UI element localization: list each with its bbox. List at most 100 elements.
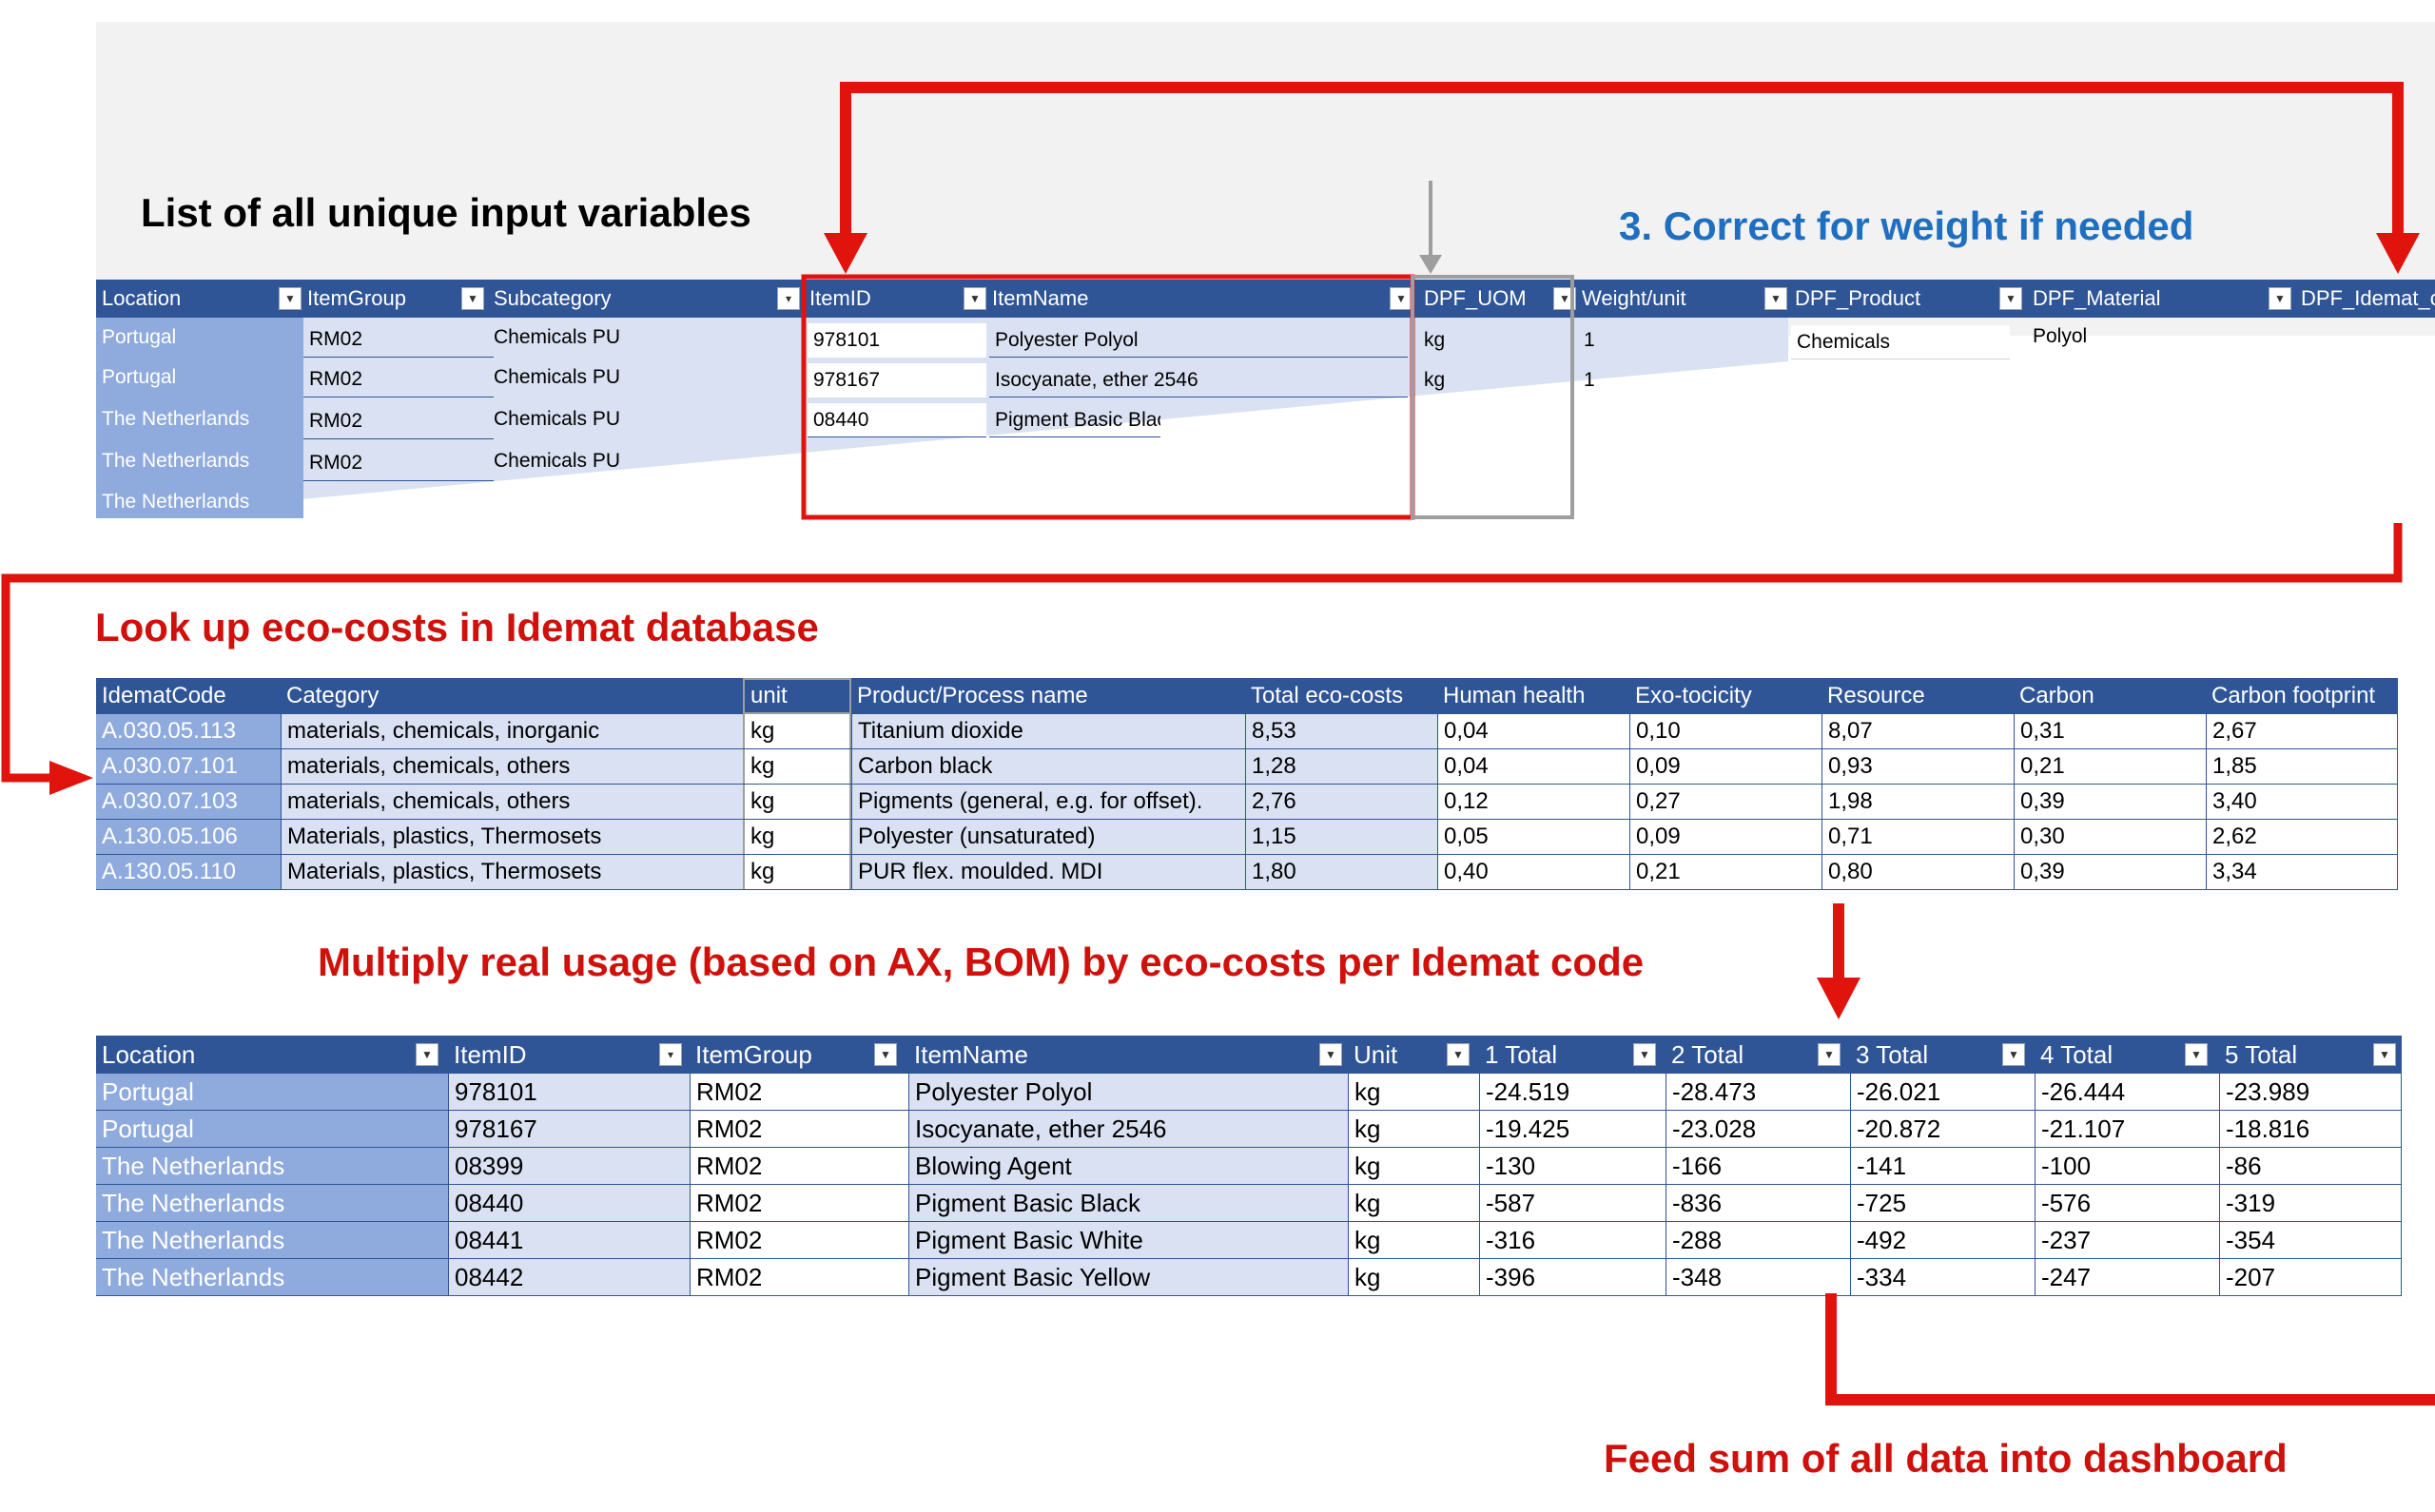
table-cell: -396	[1479, 1259, 1666, 1295]
table-cell: -23.989	[2219, 1074, 2402, 1110]
table-cell: Polyester Polyol	[908, 1074, 1348, 1110]
col-total-1: 1 Total	[1485, 1039, 1558, 1069]
input-table-body: Portugal RM02 Chemicals PU 978101 Polyes…	[96, 318, 2087, 527]
table-cell: The Netherlands	[96, 1222, 448, 1258]
table-cell: 3,34	[2206, 855, 2398, 889]
table-cell: -576	[2035, 1185, 2219, 1221]
filter-dropdown-icon[interactable]: ▼	[2373, 1043, 2396, 1066]
table-cell: 0,27	[1629, 785, 1821, 819]
table-cell: -18.816	[2219, 1111, 2402, 1147]
table-cell: 0,30	[2014, 820, 2206, 854]
col-total-eco: Total eco-costs	[1251, 683, 1404, 708]
step3-heading: 3. Correct for weight if needed	[1619, 204, 2194, 248]
table-cell: kg	[743, 785, 851, 819]
table-cell: 0,93	[1821, 749, 2014, 784]
filter-dropdown-icon[interactable]: ▼	[1447, 1043, 1470, 1066]
table-cell: 1	[1584, 329, 1595, 351]
filter-dropdown-icon[interactable]: ▼	[874, 1043, 897, 1066]
table-cell: -207	[2219, 1259, 2402, 1295]
filter-dropdown-icon[interactable]: ▼	[964, 287, 986, 310]
table-cell: -354	[2219, 1222, 2402, 1258]
filter-dropdown-icon[interactable]: ▼	[279, 287, 302, 310]
col-category: Category	[286, 683, 380, 708]
table-cell: 8,53	[1245, 714, 1437, 748]
filter-active-icon[interactable]: ▾	[659, 1043, 682, 1066]
arrow-head-lookup	[49, 761, 93, 795]
col-weight: Weight/unit	[1582, 286, 1686, 310]
table-cell: A.030.07.103	[96, 785, 281, 819]
filter-dropdown-icon[interactable]: ▼	[2185, 1043, 2208, 1066]
table-cell: 08442	[448, 1259, 690, 1295]
table-cell: 1,15	[1245, 820, 1437, 854]
filter-dropdown-icon[interactable]: ▼	[1999, 287, 2022, 310]
table-cell: 2,76	[1245, 785, 1437, 819]
filter-dropdown-icon[interactable]: ▼	[2002, 1043, 2025, 1066]
table-row: Portugal 978101 RM02 Polyester Polyol kg -24.…	[96, 1074, 2402, 1111]
col-itemgroup: ItemGroup	[307, 286, 406, 310]
filter-dropdown-icon[interactable]: ▼	[1319, 1043, 1342, 1066]
table-cell: A.130.05.106	[96, 820, 281, 854]
col-itemname: ItemName	[914, 1039, 1028, 1069]
table-cell: Pigment Basic Black	[908, 1185, 1348, 1221]
table-cell: RM02	[303, 403, 494, 439]
table-row: A.030.07.101 materials, chemicals, others…	[96, 749, 2398, 785]
table-row: The Netherlands 08440 RM02 Pigment Basic Bl…	[96, 1185, 2402, 1222]
table-cell: -26.444	[2035, 1074, 2219, 1110]
filter-dropdown-icon[interactable]: ▼	[416, 1043, 438, 1066]
table-cell: Pigment Basic Black	[989, 403, 1160, 437]
table-cell: 978167	[448, 1111, 690, 1147]
table-cell: 0,39	[2014, 855, 2206, 889]
table-cell: PUR flex. moulded. MDI	[851, 855, 1245, 889]
table-cell: -100	[2035, 1148, 2219, 1184]
lookup-heading: Look up eco-costs in Idemat database	[95, 605, 819, 649]
table-cell: RM02	[690, 1074, 908, 1110]
table-cell: materials, chemicals, others	[281, 785, 743, 819]
idemat-header: IdematCode Category unit Product/Process…	[96, 678, 2398, 714]
table-cell: 0,21	[1629, 855, 1821, 889]
filter-dropdown-icon[interactable]: ▼	[1818, 1043, 1841, 1066]
top-loop-arrow	[840, 82, 2404, 238]
table-cell: kg	[1348, 1111, 1479, 1147]
table-cell: 1,80	[1245, 855, 1437, 889]
filter-dropdown-icon[interactable]: ▼	[2269, 287, 2291, 310]
table-cell: -166	[1666, 1148, 1850, 1184]
col-subcategory: Subcategory	[494, 286, 612, 310]
table-cell: -247	[2035, 1259, 2219, 1295]
filter-dropdown-icon[interactable]: ▼	[461, 287, 484, 310]
table-cell: -237	[2035, 1222, 2219, 1258]
col-human-health: Human health	[1443, 683, 1586, 708]
col-location: Location	[102, 286, 182, 310]
table-cell: kg	[743, 714, 851, 748]
col-itemid: ItemID	[809, 286, 871, 310]
filter-dropdown-icon[interactable]: ▼	[1764, 287, 1787, 310]
table-cell: 1,85	[2206, 749, 2398, 784]
filter-dropdown-icon[interactable]: ▼	[1633, 1043, 1656, 1066]
table-cell: A.030.05.113	[96, 714, 281, 748]
table-cell: 0,04	[1437, 749, 1629, 784]
col-total-3: 3 Total	[1856, 1039, 1929, 1069]
input-table-header: Location ▼ ItemGroup ▼ Subcategory ▾ Ite…	[96, 280, 2435, 318]
table-cell: 0,09	[1629, 820, 1821, 854]
table-cell: Portugal	[96, 1074, 448, 1110]
col-total-2: 2 Total	[1671, 1039, 1744, 1069]
usage-header: Location ▼ ItemID ▾ ItemGroup ▼ ItemName…	[96, 1036, 2402, 1074]
table-cell: kg	[1348, 1259, 1479, 1295]
table-cell: -725	[1850, 1185, 2035, 1221]
table-cell: Pigments (general, e.g. for offset).	[851, 785, 1245, 819]
table-cell: Portugal	[96, 1111, 448, 1147]
table-row: A.130.05.110 Materials, plastics, Thermos…	[96, 855, 2398, 890]
table-cell: RM02	[690, 1222, 908, 1258]
table-cell: 8,07	[1821, 714, 2014, 748]
table-cell: The Netherlands	[102, 408, 250, 430]
table-cell: RM02	[690, 1259, 908, 1295]
feed-heading: Feed sum of all data into dashboard	[1604, 1436, 2288, 1481]
table-cell: 0,05	[1437, 820, 1629, 854]
filter-active-icon[interactable]: ▾	[777, 287, 800, 310]
table-cell: -24.519	[1479, 1074, 1666, 1110]
table-cell: Isocyanate, ether 2546	[989, 363, 1408, 397]
highlight-box-uom	[1411, 275, 1574, 519]
table-row: A.030.07.103 materials, chemicals, others…	[96, 785, 2398, 820]
table-cell: Chemicals PU	[494, 326, 621, 348]
table-cell: Polyester (unsaturated)	[851, 820, 1245, 854]
table-cell: 978101	[808, 323, 986, 358]
